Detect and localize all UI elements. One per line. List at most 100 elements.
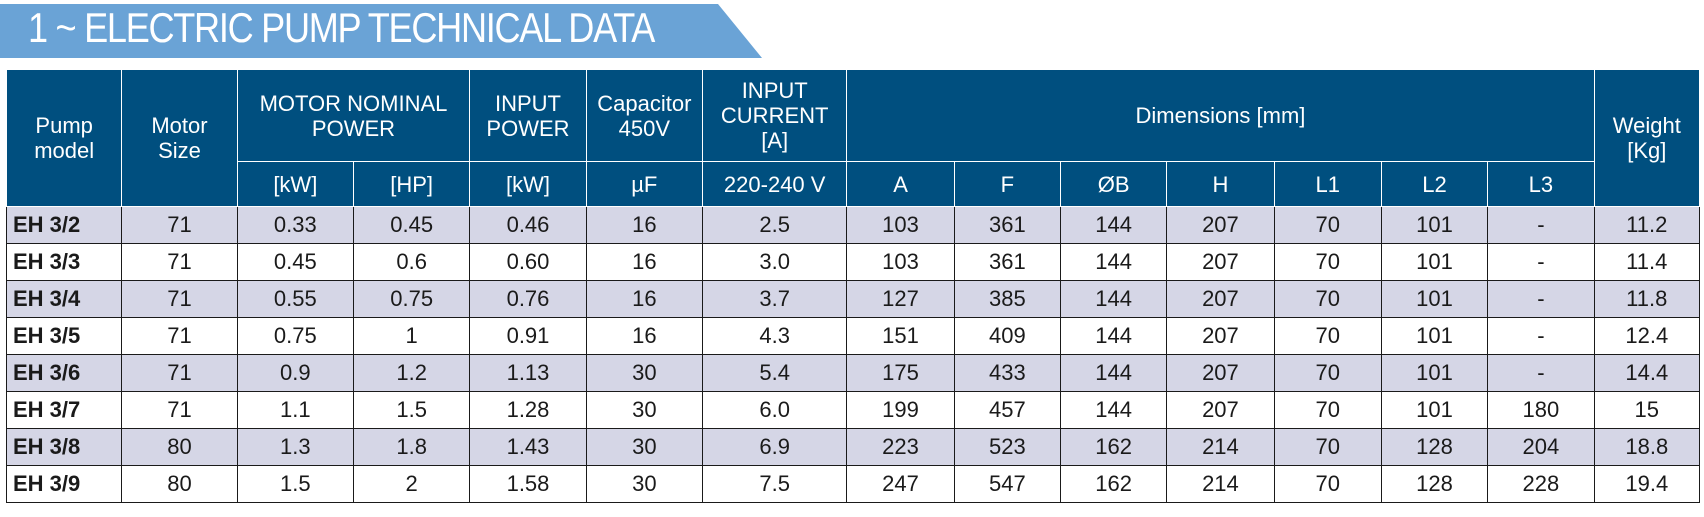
cell-dim-b: 144 <box>1059 243 1168 281</box>
cell-dim-h: 207 <box>1166 206 1275 244</box>
cell-power-kw: 1.3 <box>236 428 354 466</box>
cell-dim-l3: - <box>1487 280 1595 318</box>
cell-input-current: 2.5 <box>701 206 848 244</box>
cell-dim-b: 162 <box>1059 428 1168 466</box>
cell-dim-l1: 70 <box>1273 206 1382 244</box>
cell-power-kw: 0.33 <box>236 206 354 244</box>
header-unit-input-kw: [kW] <box>469 161 587 207</box>
cell-weight-kg: 12.4 <box>1593 317 1701 355</box>
header-row-main: Pump model Motor Size MOTOR NOMINAL POWER I… <box>5 69 1701 207</box>
cell-capacitor-uf: 30 <box>585 354 703 392</box>
cell-dim-h: 214 <box>1166 428 1275 466</box>
table-row: EH 3/7 71 1.1 1.5 1.28 30 6.0 199 457 144 207 70 101… <box>5 391 1701 429</box>
header-unit-voltage: 220-240 V <box>701 161 848 207</box>
cell-dim-f: 547 <box>953 465 1061 503</box>
cell-input-power-kw: 1.58 <box>469 465 587 503</box>
cell-dim-l3: 180 <box>1487 391 1595 429</box>
cell-dim-l3: - <box>1487 354 1595 392</box>
header-dim-f: F <box>953 161 1061 207</box>
cell-input-power-kw: 0.91 <box>469 317 587 355</box>
cell-input-power-kw: 0.60 <box>469 243 587 281</box>
cell-motor-size: 71 <box>121 243 238 281</box>
cell-dim-a: 175 <box>846 354 955 392</box>
cell-dim-f: 361 <box>953 243 1061 281</box>
cell-dim-l2: 101 <box>1380 243 1489 281</box>
cell-pump-model: EH 3/4 <box>5 280 123 318</box>
header-dim-l1: L1 <box>1273 161 1382 207</box>
cell-weight-kg: 11.4 <box>1593 243 1701 281</box>
cell-dim-l1: 70 <box>1273 243 1382 281</box>
cell-dim-l1: 70 <box>1273 280 1382 318</box>
cell-power-hp: 1.5 <box>352 391 471 429</box>
title-banner <box>0 4 762 58</box>
cell-dim-l3: - <box>1487 243 1595 281</box>
cell-input-current: 4.3 <box>701 317 848 355</box>
cell-dim-b: 144 <box>1059 391 1168 429</box>
cell-capacitor-uf: 16 <box>585 280 703 318</box>
cell-weight-kg: 18.8 <box>1593 428 1701 466</box>
cell-power-hp: 0.6 <box>352 243 471 281</box>
technical-data-table: Pump model Motor Size MOTOR NOMINAL POWER I… <box>5 69 1701 503</box>
cell-dim-l1: 70 <box>1273 317 1382 355</box>
header-unit-uf: µF <box>585 161 703 207</box>
header-unit-kw: [kW] <box>236 161 354 207</box>
cell-power-kw: 0.55 <box>236 280 354 318</box>
cell-dim-b: 144 <box>1059 206 1168 244</box>
cell-dim-l2: 128 <box>1380 428 1489 466</box>
cell-dim-l3: 204 <box>1487 428 1595 466</box>
header-motor-size: Motor Size <box>121 69 238 207</box>
table-row: EH 3/6 71 0.9 1.2 1.13 30 5.4 175 433 144 207 70 101… <box>5 354 1701 392</box>
cell-power-kw: 1.5 <box>236 465 354 503</box>
cell-dim-h: 207 <box>1166 280 1275 318</box>
table-row: EH 3/9 80 1.5 2 1.58 30 7.5 247 547 162 214 70 128 22… <box>5 465 1701 503</box>
cell-input-current: 7.5 <box>701 465 848 503</box>
cell-pump-model: EH 3/6 <box>5 354 123 392</box>
table-row: EH 3/3 71 0.45 0.6 0.60 16 3.0 103 361 144 207 70 10… <box>5 243 1701 281</box>
cell-weight-kg: 14.4 <box>1593 354 1701 392</box>
cell-dim-a: 247 <box>846 465 955 503</box>
cell-dim-l3: - <box>1487 317 1595 355</box>
cell-dim-f: 409 <box>953 317 1061 355</box>
cell-dim-f: 361 <box>953 206 1061 244</box>
cell-dim-a: 127 <box>846 280 955 318</box>
cell-input-current: 3.0 <box>701 243 848 281</box>
header-dim-h: H <box>1166 161 1275 207</box>
cell-dim-l3: 228 <box>1487 465 1595 503</box>
cell-power-hp: 1.2 <box>352 354 471 392</box>
header-dim-b: ØB <box>1059 161 1168 207</box>
cell-input-power-kw: 0.76 <box>469 280 587 318</box>
cell-dim-h: 207 <box>1166 354 1275 392</box>
header-weight: Weight [Kg] <box>1593 69 1701 207</box>
cell-weight-kg: 15 <box>1593 391 1701 429</box>
cell-power-hp: 2 <box>352 465 471 503</box>
cell-dim-l3: - <box>1487 206 1595 244</box>
cell-input-power-kw: 1.13 <box>469 354 587 392</box>
cell-dim-f: 433 <box>953 354 1061 392</box>
header-dim-l3: L3 <box>1487 161 1595 207</box>
header-input-current: INPUT CURRENT [A] <box>701 69 848 162</box>
header-dim-l2: L2 <box>1380 161 1489 207</box>
table-row: EH 3/2 71 0.33 0.45 0.46 16 2.5 103 361 144 207 70 1… <box>5 206 1701 244</box>
cell-dim-l1: 70 <box>1273 428 1382 466</box>
cell-pump-model: EH 3/9 <box>5 465 123 503</box>
cell-input-power-kw: 0.46 <box>469 206 587 244</box>
cell-dim-h: 207 <box>1166 243 1275 281</box>
cell-power-kw: 0.75 <box>236 317 354 355</box>
header-motor-nominal-power: MOTOR NOMINAL POWER <box>236 69 471 162</box>
cell-capacitor-uf: 16 <box>585 317 703 355</box>
cell-capacitor-uf: 30 <box>585 465 703 503</box>
header-input-power: INPUT POWER <box>469 69 587 162</box>
cell-dim-h: 207 <box>1166 317 1275 355</box>
cell-motor-size: 71 <box>121 280 238 318</box>
cell-dim-b: 144 <box>1059 354 1168 392</box>
cell-power-kw: 0.45 <box>236 243 354 281</box>
cell-power-hp: 1 <box>352 317 471 355</box>
cell-dim-h: 207 <box>1166 391 1275 429</box>
header-unit-hp: [HP] <box>352 161 471 207</box>
cell-motor-size: 80 <box>121 428 238 466</box>
cell-dim-l2: 101 <box>1380 317 1489 355</box>
header-row-units: [kW] [HP] [kW] µF 220-240 V A F ØB H L1 … <box>7 161 1700 207</box>
cell-dim-b: 162 <box>1059 465 1168 503</box>
header-capacitor: Capacitor 450V <box>585 69 703 162</box>
cell-dim-l2: 101 <box>1380 206 1489 244</box>
